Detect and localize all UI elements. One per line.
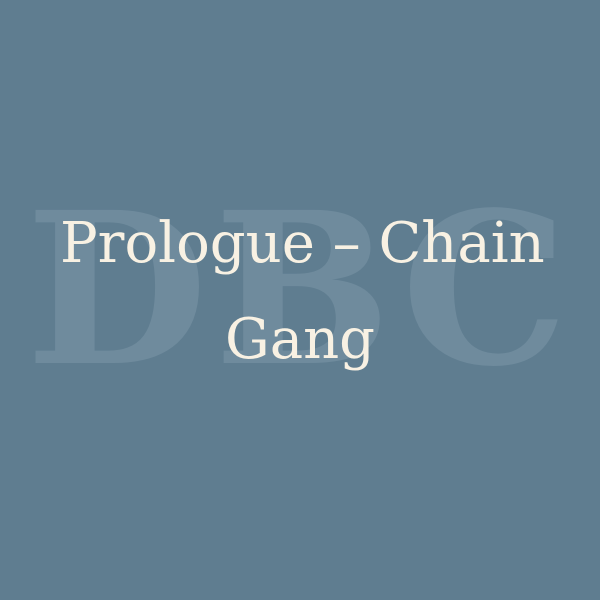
title-line-1: Prologue – Chain xyxy=(60,211,545,276)
watermark-logo: DBC xyxy=(25,166,575,413)
page-title: Prologue – Chain Gang xyxy=(60,196,545,388)
title-line-2: Gang xyxy=(224,307,376,372)
